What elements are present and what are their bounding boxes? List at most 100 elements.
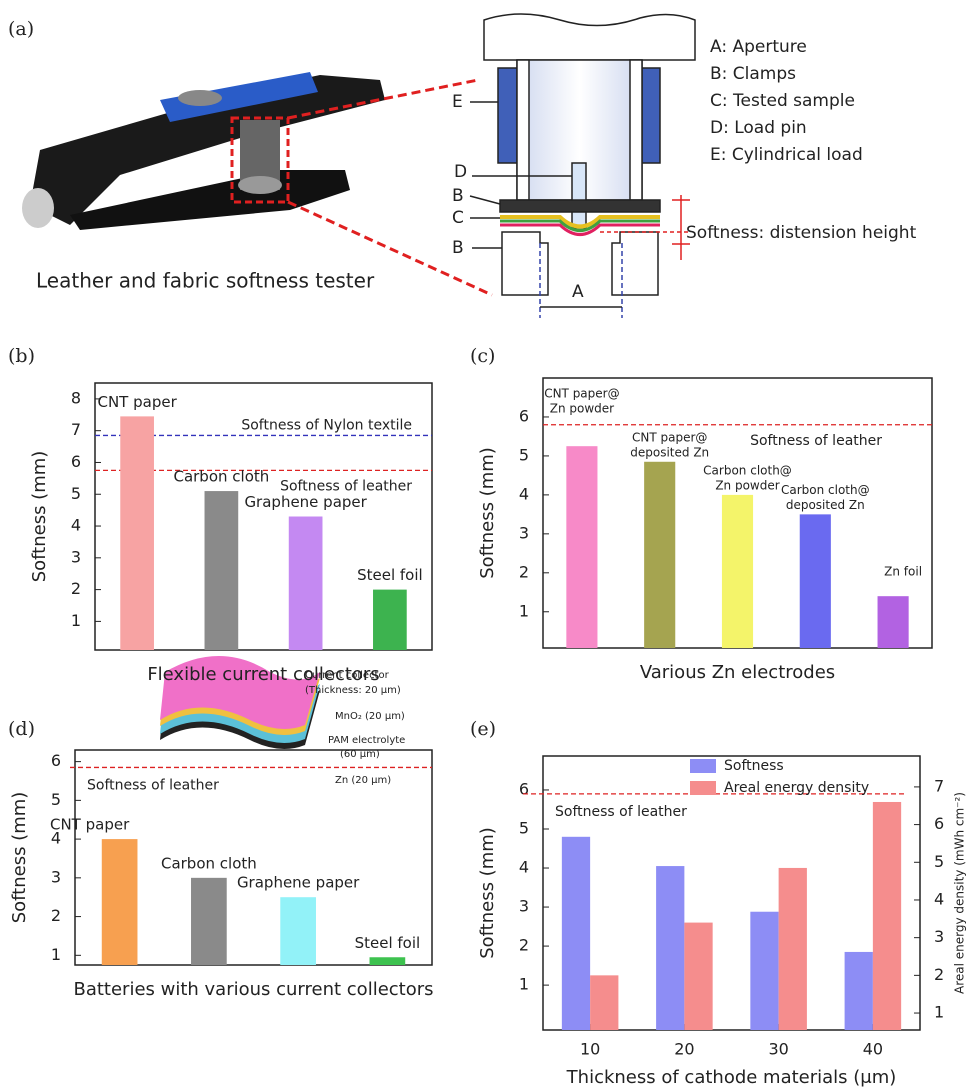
bar-label: Carbon cloth [161,854,257,872]
diagram-letter: B [452,238,464,258]
bar-label: CNT paper@ [544,387,619,401]
bar [800,514,831,648]
bar [280,897,316,965]
bar [779,868,807,1030]
reference-label: Softness of leather [555,804,687,820]
y-tick-label: 2 [519,562,529,581]
y-axis-label: Softness (mm) [29,451,50,583]
x-axis-label: Thickness of cathode materials (μm) [566,1067,897,1088]
legend-entry: D: Load pin [710,118,807,138]
y-tick-label: 3 [519,523,529,542]
panel-label: (a) [8,18,34,40]
inset-label: Zn (20 μm) [335,775,391,786]
y2-tick-label: 6 [934,814,944,833]
bar-label: CNT paper@ [632,430,707,444]
figure: (a) Leather and fabric softness tester A: … [0,0,969,1088]
reference-label: Softness of leather [87,777,219,793]
y-tick-label: 4 [519,858,529,877]
bar [644,462,675,648]
inset-label: MnO₂ (20 μm) [335,711,405,722]
panel-label: (d) [8,718,35,740]
y-axis-label: Softness (mm) [477,827,498,959]
legend-swatch [690,781,716,795]
bar [191,878,227,965]
diagram-letter: B [452,186,464,206]
y2-axis-label: Areal energy density (mWh cm⁻²) [953,792,967,994]
y-tick-label: 5 [51,790,61,809]
legend-entry: C: Tested sample [710,91,855,111]
y2-tick-label: 2 [934,965,944,984]
legend-entry: E: Cylindrical load [710,145,863,165]
bar [102,839,138,965]
bar [845,952,873,1030]
y-tick-label: 2 [519,936,529,955]
y2-tick-label: 4 [934,889,944,908]
y-tick-label: 5 [519,445,529,464]
y-tick-label: 1 [519,975,529,994]
bar [562,837,590,1030]
y-tick-label: 4 [519,484,529,503]
y2-tick-label: 1 [934,1003,944,1022]
y-tick-label: 1 [71,611,81,630]
y-tick-label: 4 [71,516,81,535]
bar-label: Graphene paper [237,874,360,892]
bar [120,416,154,650]
bar-label: Steel foil [357,566,423,584]
legend-label: Softness [724,758,784,774]
bar [722,495,753,648]
legend-label: Areal energy density [724,780,869,796]
bar-label: CNT paper [50,816,130,834]
y-tick-label: 6 [71,452,81,471]
y2-tick-label: 3 [934,927,944,946]
bar [590,975,618,1030]
inset-label: Current collector [305,670,390,681]
distension-label: Softness: distension height [686,223,917,243]
reference-label: Softness of Nylon textile [241,417,412,433]
x-axis-label: Batteries with various current collector… [73,979,433,1000]
panel-label: (c) [470,345,495,367]
y2-tick-label: 7 [934,776,944,795]
y-tick-label: 1 [51,945,61,964]
panel-label: (b) [8,345,35,367]
reference-label: Softness of leather [280,478,412,494]
y-tick-label: 3 [71,547,81,566]
legend-entry: B: Clamps [710,64,796,84]
y-tick-label: 5 [519,818,529,837]
bar-label: CNT paper [97,393,177,411]
y-tick-label: 3 [51,867,61,886]
x-axis-label: Various Zn electrodes [640,662,835,683]
caption: Leather and fabric softness tester [36,269,375,293]
bar [684,923,712,1030]
bar-label: Carbon cloth@ [781,483,870,497]
bar-label: Zn powder [550,402,614,416]
panel-label: (e) [470,718,496,740]
y-axis-label: Softness (mm) [477,447,498,579]
bar-label: Zn powder [715,478,779,492]
diagram-letter: A [572,282,584,302]
reference-label: Softness of leather [750,433,882,449]
y-tick-label: 3 [519,897,529,916]
bar-label: Carbon cloth@ [703,463,792,477]
bar-label: Carbon cloth [173,468,269,486]
inset-label: (60 μm) [340,749,380,760]
x-tick-label: 10 [580,1040,600,1059]
legend-swatch [690,759,716,773]
y2-tick-label: 5 [934,852,944,871]
y-tick-label: 5 [71,484,81,503]
tester-diagram [470,14,695,318]
y-tick-label: 6 [51,751,61,770]
diagram-letter: E [452,92,463,112]
bar-label: deposited Zn [786,498,865,512]
legend-entry: A: Aperture [710,37,807,57]
diagram-letter: C [452,208,464,228]
bar [566,446,597,648]
y-tick-label: 2 [51,906,61,925]
bar [289,517,323,651]
y-tick-label: 2 [71,579,81,598]
bar [205,491,239,650]
bar-label: deposited Zn [630,445,709,459]
bar-label: Graphene paper [244,493,367,511]
x-tick-label: 20 [674,1040,694,1059]
bar [873,802,901,1030]
diagram-letter: D [454,162,467,182]
